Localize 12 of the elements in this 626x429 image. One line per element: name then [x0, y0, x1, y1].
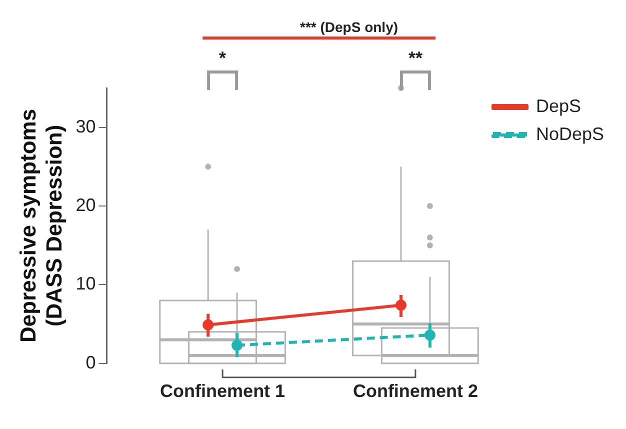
y-tick-label: 0: [86, 352, 96, 372]
y-axis-title: Depressive symptoms (DASS Depression): [15, 108, 67, 342]
legend-label: DepS: [536, 96, 581, 116]
y-tick-label: 30: [76, 116, 96, 136]
text: **: [408, 48, 422, 68]
x-tick-label: Confinement 2: [352, 381, 478, 402]
text: *: [219, 48, 226, 68]
y-tick-label: 20: [76, 194, 96, 215]
legend-label: NoDepS: [536, 124, 604, 144]
text: *** (DepS only): [300, 18, 398, 35]
y-tick-label: 10: [76, 274, 96, 294]
x-tick-label: Confinement 1: [160, 381, 286, 402]
